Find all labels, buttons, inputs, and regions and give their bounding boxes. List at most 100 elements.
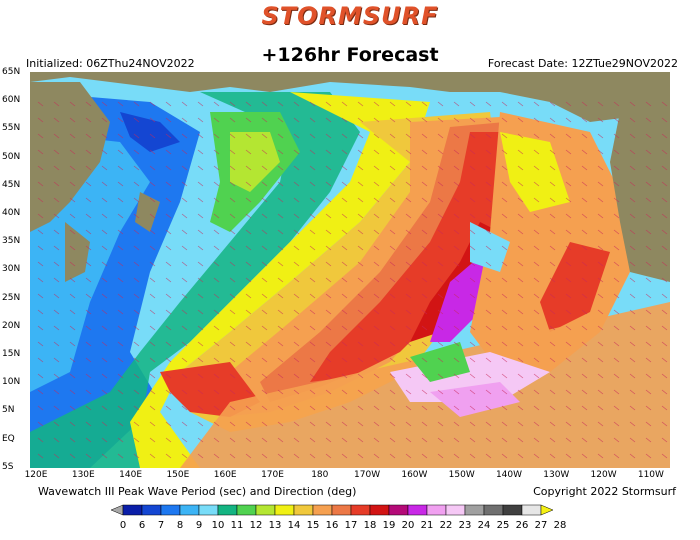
direction-arrow [453,261,460,267]
direction-arrow [565,293,572,299]
direction-arrow [549,437,556,443]
direction-arrow [149,261,156,267]
direction-arrow [309,213,316,219]
direction-arrow [597,325,604,331]
direction-arrow [277,117,284,123]
direction-arrow [469,133,476,139]
direction-arrow [565,245,572,251]
direction-arrow [533,405,540,411]
direction-arrow [277,165,284,171]
direction-arrow [581,229,588,235]
direction-arrow [613,245,620,251]
lat-label: 20N [2,320,21,331]
direction-arrow [181,149,188,155]
scale-label: 24 [478,520,491,531]
direction-arrow [229,181,236,187]
direction-arrow [661,437,668,443]
direction-arrow [261,197,268,203]
scale-label: 26 [516,520,529,531]
direction-arrow [213,309,220,315]
direction-arrow [501,373,508,379]
lon-label: 120E [24,470,48,480]
direction-arrow [533,293,540,299]
direction-arrow [453,117,460,123]
direction-arrow [533,149,540,155]
direction-arrow [341,325,348,331]
direction-arrow [181,117,188,123]
direction-arrow [469,373,476,379]
direction-arrow [261,213,268,219]
direction-arrow [341,357,348,363]
direction-arrow [53,181,60,187]
direction-arrow [373,261,380,267]
direction-arrow [213,421,220,427]
direction-arrow [421,133,428,139]
direction-arrow [373,149,380,155]
direction-arrow [645,437,652,443]
direction-arrow [101,293,108,299]
direction-arrow [341,133,348,139]
direction-arrow [133,117,140,123]
direction-arrow [629,437,636,443]
direction-arrow [325,357,332,363]
direction-arrow [309,165,316,171]
direction-arrow [213,133,220,139]
direction-arrow [565,261,572,267]
direction-arrow [133,165,140,171]
direction-arrow [277,197,284,203]
direction-arrow [389,389,396,395]
direction-arrow [245,165,252,171]
direction-arrow [165,181,172,187]
direction-arrow [517,229,524,235]
direction-arrow [133,197,140,203]
direction-arrow [501,261,508,267]
direction-arrow [133,277,140,283]
lat-label: 45N [2,179,21,190]
direction-arrow [85,229,92,235]
direction-arrow [485,389,492,395]
direction-arrow [101,117,108,123]
direction-arrow [389,133,396,139]
direction-arrow [565,357,572,363]
direction-arrow [293,149,300,155]
direction-arrow [629,213,636,219]
direction-arrow [437,133,444,139]
direction-arrow [549,309,556,315]
lon-label: 140E [119,470,143,480]
direction-arrow [69,325,76,331]
direction-arrow [197,229,204,235]
direction-arrow [485,213,492,219]
direction-arrow [421,405,428,411]
direction-arrow [485,325,492,331]
direction-arrow [101,165,108,171]
direction-arrow [245,133,252,139]
direction-arrow [245,405,252,411]
direction-arrow [213,357,220,363]
direction-arrow [53,373,60,379]
direction-arrow [149,421,156,427]
direction-arrow [245,437,252,443]
direction-arrow [517,389,524,395]
direction-arrow [517,133,524,139]
direction-arrow [469,165,476,171]
direction-arrow [37,293,44,299]
direction-arrow [517,357,524,363]
direction-arrow [389,453,396,459]
direction-arrow [469,197,476,203]
direction-arrow [517,197,524,203]
direction-arrow [453,197,460,203]
direction-arrow [453,245,460,251]
direction-arrow [517,261,524,267]
scale-swatch [217,504,238,516]
direction-arrow [357,117,364,123]
direction-arrow [69,213,76,219]
direction-arrow [661,341,668,347]
lon-label: 170E [261,470,284,480]
direction-arrow [613,165,620,171]
direction-arrow [645,149,652,155]
direction-arrow [341,165,348,171]
direction-arrow [277,373,284,379]
direction-arrow [69,453,76,459]
direction-arrow [341,373,348,379]
direction-arrow [597,437,604,443]
